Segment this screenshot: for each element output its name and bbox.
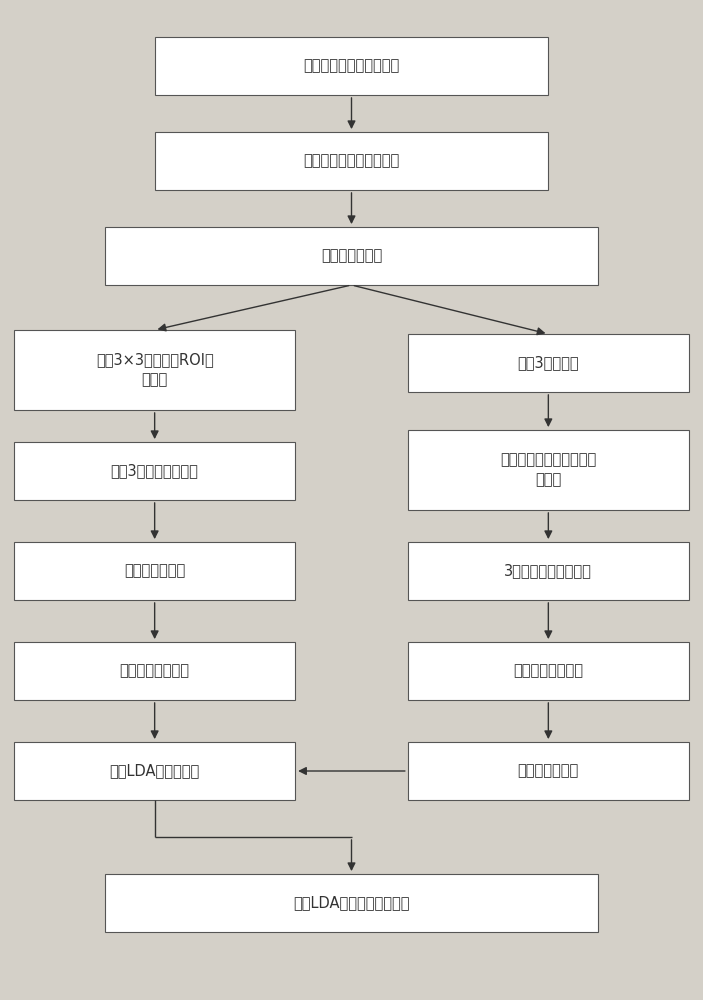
Text: 构建LDA像素分类器: 构建LDA像素分类器 [110, 764, 200, 778]
Text: 采集高光谱图像: 采集高光谱图像 [321, 248, 382, 263]
Text: 提取3波段图像: 提取3波段图像 [517, 356, 579, 370]
FancyBboxPatch shape [14, 742, 295, 800]
Text: 光谱均值归一化: 光谱均值归一化 [124, 563, 186, 578]
Text: 提取3波段处的光谱值: 提取3波段处的光谱值 [111, 464, 199, 479]
FancyBboxPatch shape [408, 542, 689, 600]
Text: 提取3×3像素大小ROI平
均光谱: 提取3×3像素大小ROI平 均光谱 [96, 353, 214, 387]
FancyBboxPatch shape [408, 742, 689, 800]
Text: 3波段图像均值归一化: 3波段图像均值归一化 [505, 563, 593, 578]
Text: 建立高光谱反射成像系统: 建立高光谱反射成像系统 [304, 58, 399, 74]
FancyBboxPatch shape [105, 227, 598, 285]
Text: 准备水蜜桃样本，并分类: 准备水蜜桃样本，并分类 [304, 153, 399, 168]
FancyBboxPatch shape [408, 334, 689, 392]
Text: 计算特征角余弦值: 计算特征角余弦值 [120, 664, 190, 678]
Text: 基于LDA像素分类图像分割: 基于LDA像素分类图像分割 [293, 896, 410, 910]
FancyBboxPatch shape [155, 37, 548, 95]
FancyBboxPatch shape [105, 874, 598, 932]
FancyBboxPatch shape [14, 442, 295, 500]
FancyBboxPatch shape [408, 430, 689, 510]
FancyBboxPatch shape [14, 330, 295, 410]
Text: 进行掩膜去背景，图像均
值滤波: 进行掩膜去背景，图像均 值滤波 [501, 453, 596, 487]
Text: 构建测试集图像: 构建测试集图像 [517, 764, 579, 778]
FancyBboxPatch shape [14, 642, 295, 700]
FancyBboxPatch shape [408, 642, 689, 700]
FancyBboxPatch shape [155, 132, 548, 190]
Text: 计算特征角余弦值: 计算特征角余弦值 [513, 664, 583, 678]
FancyBboxPatch shape [14, 542, 295, 600]
